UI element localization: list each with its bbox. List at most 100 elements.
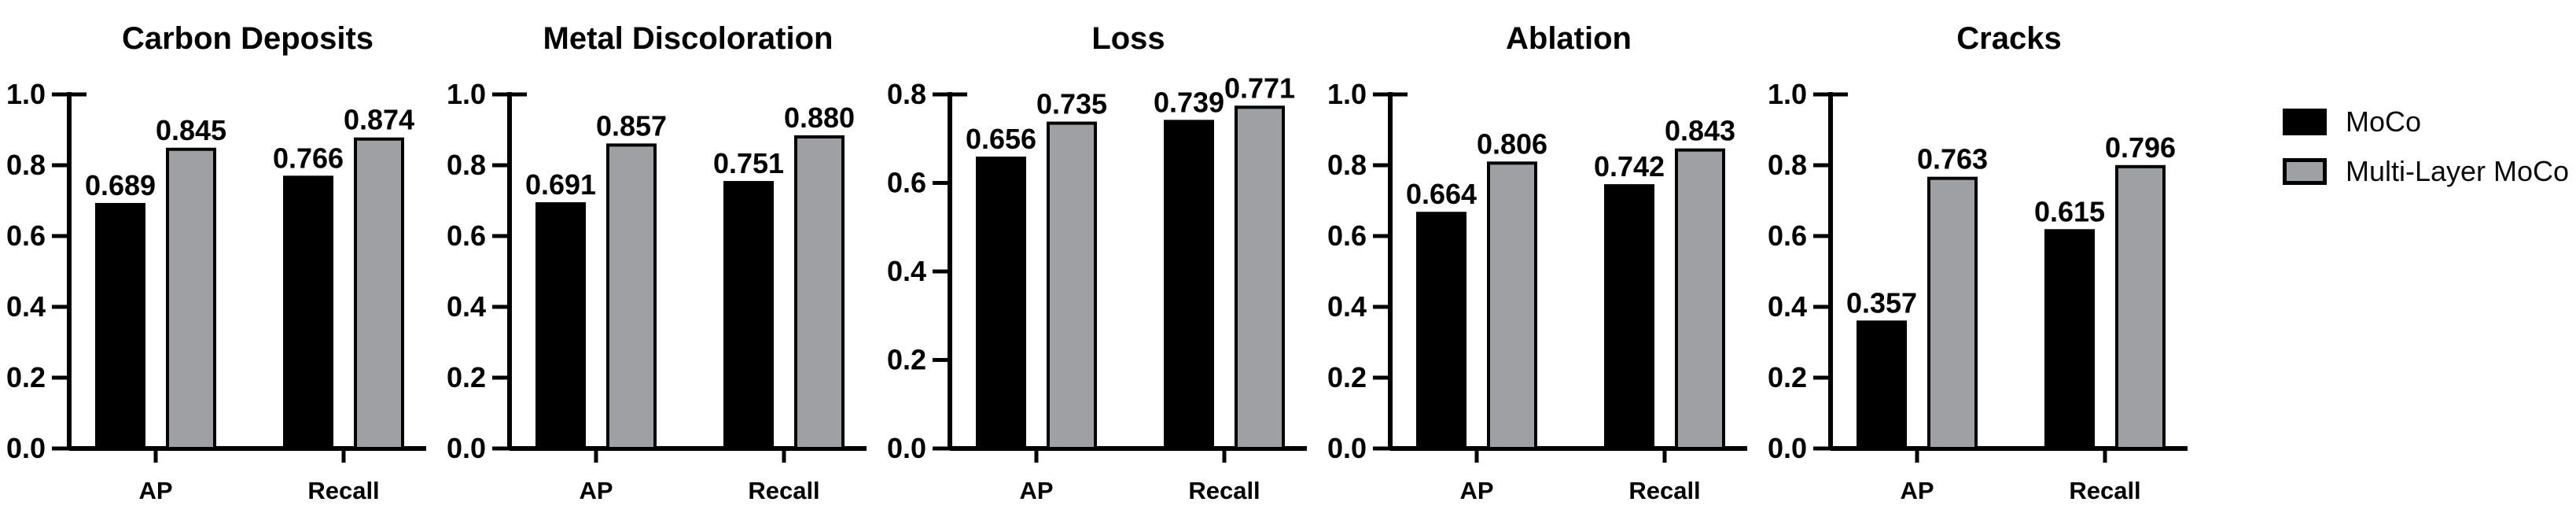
bar	[1047, 121, 1097, 450]
bar-value-label: 0.357	[1846, 286, 1917, 319]
y-tick-label: 0.4	[1327, 290, 1367, 323]
y-tick-label: 0.2	[887, 344, 926, 376]
y-tick-label: 0.6	[1768, 220, 1807, 252]
x-category-label: Recall	[1188, 477, 1260, 504]
y-tick-label: 0.6	[1327, 220, 1367, 252]
x-category-label: AP	[1019, 477, 1053, 504]
bar	[723, 181, 774, 451]
y-tick-label: 0.8	[6, 149, 46, 181]
legend: MoCo Multi-Layer MoCo	[2283, 105, 2570, 187]
y-tick-label: 0.0	[887, 432, 926, 464]
y-tick-label: 0.0	[1768, 432, 1807, 464]
y-tick-label: 0.0	[6, 432, 46, 464]
bar-value-label: 0.689	[85, 169, 156, 201]
y-tick-label: 0.8	[1768, 149, 1807, 181]
y-tick-label: 0.6	[447, 220, 486, 252]
y-tick-label: 1.0	[1327, 78, 1367, 110]
y-tick-label: 0.4	[1768, 290, 1807, 323]
bar	[354, 137, 404, 450]
bar-value-label: 0.751	[713, 147, 784, 179]
bar-value-label: 0.615	[2034, 195, 2105, 227]
bar-value-label: 0.742	[1594, 150, 1665, 183]
legend-label-moco: MoCo	[2346, 105, 2422, 138]
y-tick-label: 0.8	[1327, 149, 1367, 181]
bar-value-label: 0.763	[1917, 143, 1988, 175]
chart-title: Loss	[1091, 21, 1165, 56]
bar	[535, 202, 586, 450]
bar	[1675, 148, 1725, 450]
chart-loss: Loss 0.0 0.2 0.4 0.6 0.8 AP Recall 0.656 0.739 0.7…	[881, 0, 1321, 513]
chart-ablation: Ablation 0.0 0.2 0.4 0.6 0.8 1.0 AP Recall 0.664 0…	[1321, 0, 1761, 513]
x-category-label: Recall	[2069, 477, 2140, 504]
chart-carbon-deposits: Carbon Deposits 0.0 0.2 0.4 0.6 0.8 1.0 AP Recal…	[0, 0, 440, 513]
chart-canvas: Carbon Deposits 0.0 0.2 0.4 0.6 0.8 1.0 AP Recal…	[6, 21, 426, 504]
legend-item-moco: MoCo	[2283, 105, 2569, 138]
bar	[2044, 229, 2095, 450]
y-tick-label: 1.0	[1768, 78, 1807, 110]
y-tick-label: 1.0	[447, 78, 486, 110]
bar	[794, 135, 845, 450]
chart-title: Metal Discoloration	[543, 21, 834, 56]
legend-label-multi-layer-moco: Multi-Layer MoCo	[2346, 155, 2570, 187]
bar-value-label: 0.843	[1665, 115, 1735, 147]
chart-metal-discoloration: Metal Discoloration 0.0 0.2 0.4 0.6 0.8 1.0 AP R…	[440, 0, 881, 513]
bar-value-label: 0.771	[1224, 72, 1295, 104]
x-category-label: Recall	[307, 477, 379, 504]
chart-title: Cracks	[1956, 21, 2061, 56]
bar-value-label: 0.874	[344, 104, 414, 136]
chart-title: Carbon Deposits	[122, 21, 374, 56]
bar	[95, 202, 145, 450]
bar	[1487, 161, 1537, 451]
chart-canvas: Cracks 0.0 0.2 0.4 0.6 0.8 1.0 AP Recall 0.357 0.6…	[1768, 21, 2188, 504]
y-tick-label: 0.2	[6, 361, 46, 393]
y-tick-label: 0.2	[1768, 361, 1807, 393]
legend-swatch-multi-layer-moco	[2283, 157, 2327, 185]
bar-value-label: 0.857	[596, 109, 667, 142]
bar	[606, 143, 657, 450]
bar	[1927, 176, 1978, 450]
x-category-label: AP	[579, 477, 613, 504]
y-tick-label: 0.4	[447, 290, 486, 323]
y-tick-label: 1.0	[6, 78, 46, 110]
y-tick-label: 0.6	[6, 220, 46, 252]
bar-value-label: 0.735	[1036, 88, 1107, 120]
chart-title: Ablation	[1506, 21, 1632, 56]
x-category-label: AP	[138, 477, 172, 504]
x-category-label: AP	[1459, 477, 1493, 504]
x-category-label: AP	[1900, 477, 1934, 504]
bar	[2115, 164, 2166, 451]
bar-value-label: 0.656	[966, 123, 1036, 155]
y-tick-label: 0.6	[887, 167, 926, 199]
bar-value-label: 0.664	[1406, 178, 1477, 210]
bar	[1164, 120, 1214, 450]
y-tick-label: 0.2	[447, 361, 486, 393]
bar	[283, 175, 333, 451]
y-tick-label: 0.8	[447, 149, 486, 181]
y-tick-label: 0.0	[1327, 432, 1367, 464]
bar-value-label: 0.880	[784, 101, 855, 134]
bar-value-label: 0.766	[273, 142, 344, 174]
x-category-label: Recall	[748, 477, 819, 504]
y-tick-label: 0.2	[1327, 361, 1367, 393]
y-tick-label: 0.8	[887, 78, 926, 110]
bar	[1857, 320, 1907, 450]
bar	[1416, 212, 1466, 450]
bar	[1604, 184, 1654, 450]
bar	[976, 157, 1026, 450]
bar	[1235, 105, 1285, 450]
chart-cracks: Cracks 0.0 0.2 0.4 0.6 0.8 1.0 AP Recall 0.357 0.6…	[1761, 0, 2202, 513]
y-tick-label: 0.4	[6, 290, 46, 323]
bar-value-label: 0.739	[1154, 86, 1224, 118]
chart-canvas: Metal Discoloration 0.0 0.2 0.4 0.6 0.8 1.0 AP R…	[447, 21, 867, 504]
legend-item-multi-layer-moco: Multi-Layer MoCo	[2283, 155, 2570, 187]
bar-value-label: 0.806	[1477, 127, 1547, 160]
y-tick-label: 0.0	[447, 432, 486, 464]
bar	[166, 147, 216, 450]
bar-value-label: 0.691	[525, 168, 596, 201]
bar-value-label: 0.796	[2105, 131, 2176, 164]
x-category-label: Recall	[1628, 477, 1700, 504]
bar-value-label: 0.845	[156, 114, 226, 146]
